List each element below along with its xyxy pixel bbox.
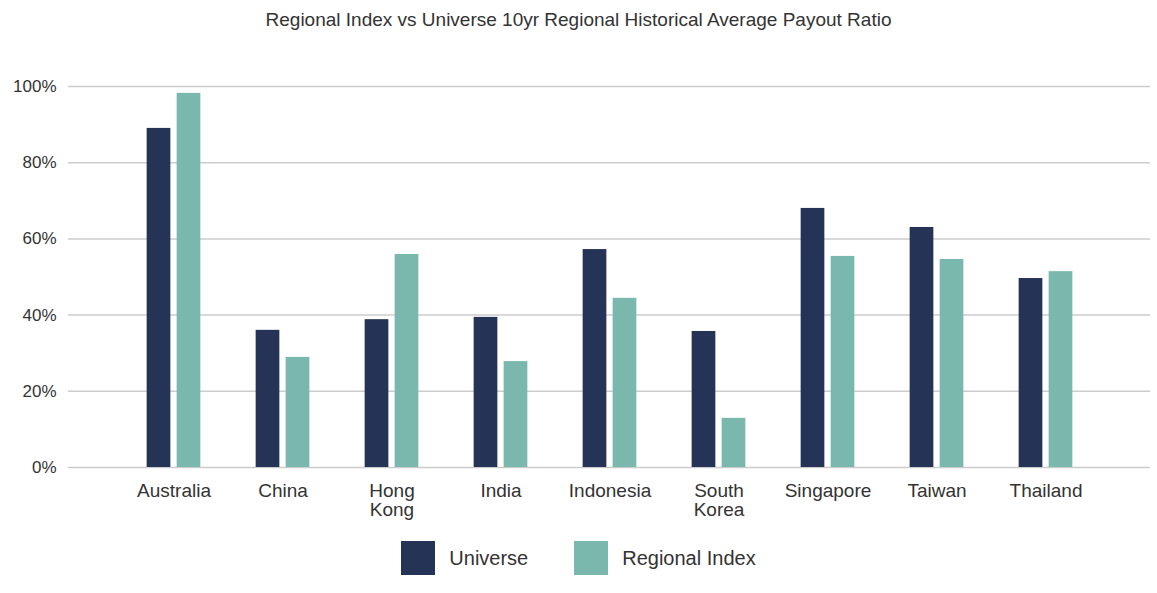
svg-text:SouthKorea: SouthKorea [694,480,745,520]
svg-text:Taiwan: Taiwan [907,480,966,501]
html-text:Regional Index vs Universe 10y: Regional Index vs Universe 10yr Regional… [265,9,892,30]
svg-text:60%: 60% [22,229,56,248]
html-text:Regional Index: Regional Index [622,546,756,569]
svg-text:0%: 0% [32,458,57,477]
svg-text:40%: 40% [22,306,56,325]
svg-text:HongKong: HongKong [369,480,414,520]
svg-text:China: China [258,480,308,501]
svg-text:Thailand: Thailand [1010,480,1083,501]
svg-text:20%: 20% [22,382,56,401]
svg-text:Australia: Australia [137,480,211,501]
svg-text:80%: 80% [22,153,56,172]
svg-text:Indonesia: Indonesia [569,480,652,501]
svg-text:100%: 100% [13,77,56,96]
html-text:Universe: Universe [449,546,529,569]
svg-text:India: India [480,480,522,501]
svg-text:Singapore: Singapore [785,480,872,501]
